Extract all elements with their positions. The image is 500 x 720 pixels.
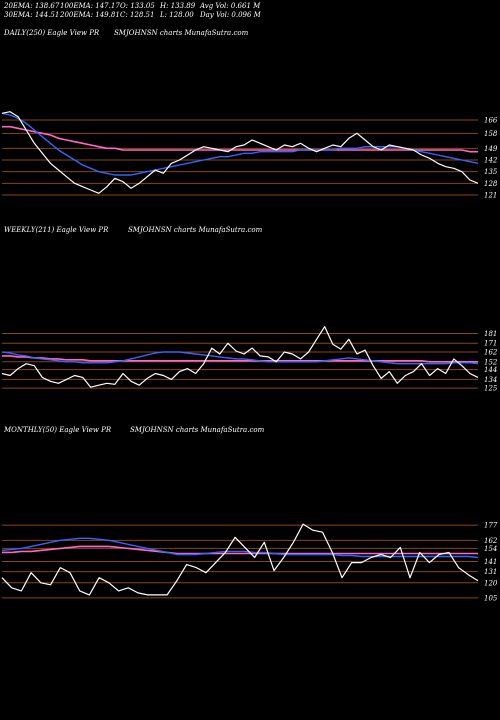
y-tick-label: 162 [484,349,498,357]
high-label: H: 133.89 [160,2,196,10]
y-tick-label: 128 [484,180,498,188]
y-tick-label: 135 [484,168,498,176]
ema-blue-line [1,537,479,559]
ema-blue-line [1,112,479,176]
ema30-label: 30EMA: 144.51 [4,11,60,19]
monthly-title: MONTHLY(50) Eagle View PR [4,426,112,434]
ema200-label: 200EMA: 149.81 [60,11,120,19]
y-tick-label: 158 [484,130,498,138]
y-tick-label: 141 [484,558,497,566]
avg-vol-label: Avg Vol: 0.661 M [200,2,261,10]
y-tick-label: 154 [484,545,497,553]
y-tick-label: 144 [484,366,497,374]
y-tick-label: 149 [484,145,498,153]
ema-blue-line [1,351,479,365]
y-tick-label: 105 [484,594,498,602]
weekly-title: WEEKLY(211) Eagle View PR [4,226,109,234]
y-tick-label: 134 [484,376,497,384]
y-tick-label: 125 [484,385,498,393]
open-label: O: 133.05 [120,2,155,10]
y-tick-label: 142 [484,157,498,165]
weekly-subtitle: SMJOHNSN charts MunafaSutra.com [128,226,263,234]
ema-pink-line [2,125,478,153]
daily-subtitle: SMJOHNSN charts MunafaSutra.com [114,29,249,37]
y-tick-label: 166 [484,117,498,125]
price-line [1,326,479,388]
day-vol-label: Day Vol: 0.096 M [200,11,261,19]
y-tick-label: 131 [484,568,497,576]
price-line [1,111,479,194]
y-tick-label: 152 [484,358,498,366]
y-tick-label: 162 [484,537,498,545]
y-tick-label: 121 [484,192,497,200]
daily-title: DAILY(250) Eagle View PR [4,29,100,37]
price-line [1,523,479,596]
ema-pink-line [2,355,478,363]
ema100-label: 100EMA: 147.17 [60,2,120,10]
monthly-subtitle: SMJOHNSN charts MunafaSutra.com [130,426,265,434]
y-tick-label: 177 [484,522,498,530]
ema-pink-line [2,545,478,555]
close-label: C: 128.51 [120,11,155,19]
y-tick-label: 120 [484,579,498,587]
y-tick-label: 171 [484,340,497,348]
ema20-label: 20EMA: 138.67 [4,2,60,10]
y-tick-label: 181 [484,330,497,338]
low-label: L: 128.00 [160,11,194,19]
